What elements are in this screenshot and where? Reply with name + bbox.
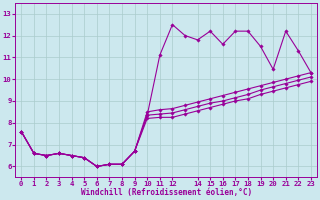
X-axis label: Windchill (Refroidissement éolien,°C): Windchill (Refroidissement éolien,°C) [81,188,252,197]
